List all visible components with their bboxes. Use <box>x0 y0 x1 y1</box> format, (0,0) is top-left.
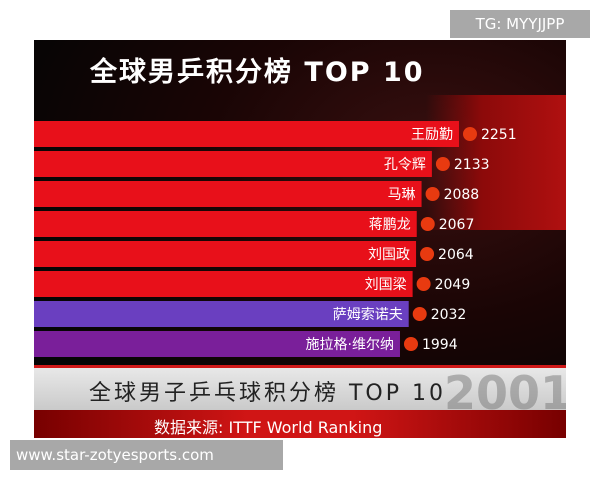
value-label: 2064 <box>438 247 474 263</box>
bar <box>34 211 417 237</box>
paddle-icon <box>412 307 427 321</box>
bar-label: 刘国梁 <box>365 277 407 293</box>
bar <box>34 181 422 207</box>
paddle-icon <box>420 247 435 261</box>
value-label: 1994 <box>422 337 458 353</box>
value-label: 2067 <box>439 217 475 233</box>
bar <box>34 151 432 177</box>
source-banner: 数据来源: ITTF World Ranking <box>34 410 566 438</box>
bar <box>34 121 459 147</box>
video-frame: 全球男乒积分榜 TOP 10 王励勤 2251 孔令辉 2133 马琳 2088 蒋鹏龙 20… <box>34 40 566 438</box>
bar-label: 王励勤 <box>411 127 453 143</box>
value-label: 2032 <box>431 307 467 323</box>
value-label: 2133 <box>454 157 490 173</box>
bar-label: 刘国政 <box>368 247 410 263</box>
bar <box>34 271 413 297</box>
bar <box>34 301 409 327</box>
watermark-top: TG: MYYJJPP <box>450 10 590 38</box>
source-text: 数据来源: ITTF World Ranking <box>154 418 383 437</box>
chart-subtitle: 全球男子乒乓球积分榜 TOP 10 <box>89 381 447 406</box>
value-label: 2049 <box>435 277 471 293</box>
watermark-bottom: www.star-zotyesports.com <box>10 440 283 470</box>
bar-label: 施拉格·维尔纳 <box>306 337 394 353</box>
paddle-icon <box>425 187 440 201</box>
paddle-icon <box>403 337 418 351</box>
paddle-icon <box>420 217 435 231</box>
bar-label: 蒋鹏龙 <box>369 217 411 233</box>
bar-chart: 王励勤 2251 孔令辉 2133 马琳 2088 蒋鹏龙 2067 刘国政 2064 刘国梁 204… <box>34 121 517 357</box>
bar <box>34 241 417 267</box>
paddle-icon <box>435 157 450 171</box>
bar-label: 萨姆索诺夫 <box>333 306 403 323</box>
paddle-icon <box>416 277 431 291</box>
value-label: 2088 <box>444 187 480 203</box>
bar <box>34 331 400 357</box>
subtitle-banner: 全球男子乒乓球积分榜 TOP 10 2001 <box>34 365 566 420</box>
paddle-icon <box>462 127 477 141</box>
bar-label: 孔令辉 <box>384 157 426 173</box>
value-label: 2251 <box>481 127 517 143</box>
chart-title: 全球男乒积分榜 TOP 10 <box>90 57 425 88</box>
bar-label: 马琳 <box>388 187 416 203</box>
